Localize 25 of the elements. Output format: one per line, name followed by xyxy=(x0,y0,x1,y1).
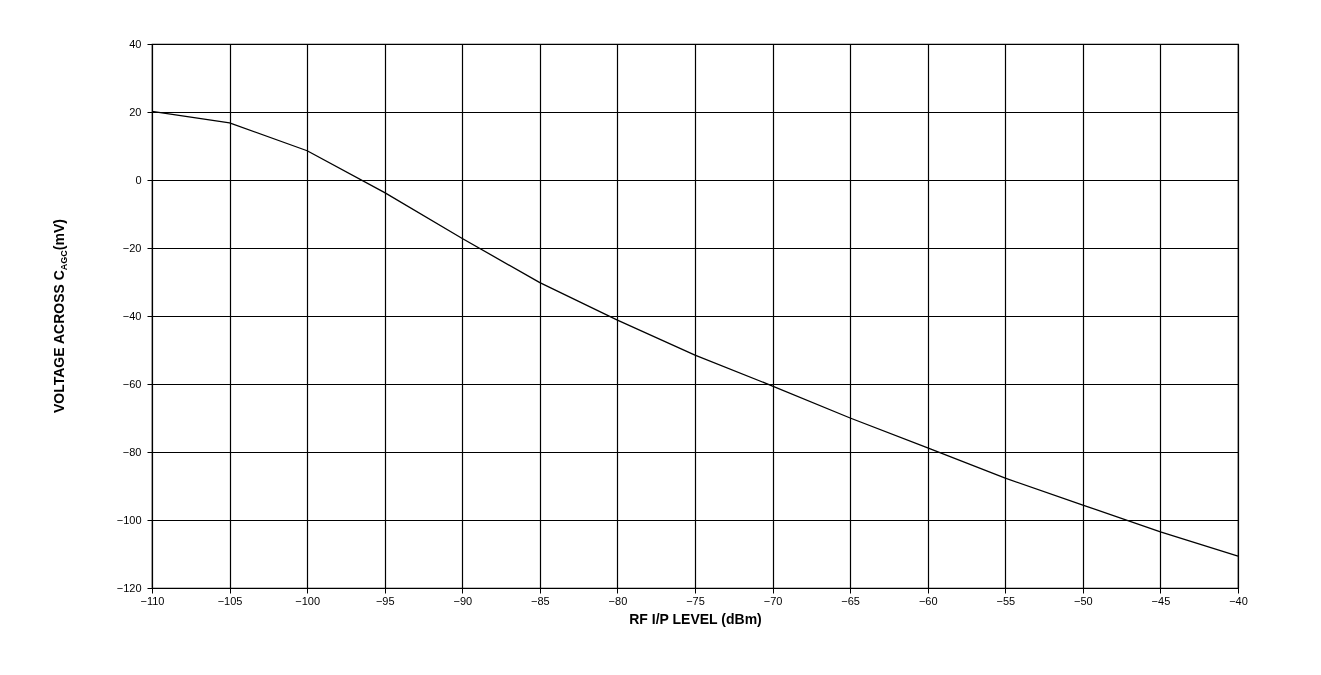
y-tick-label: −100 xyxy=(116,513,142,526)
x-tick-label: −70 xyxy=(763,594,783,607)
x-tick-label: −80 xyxy=(608,594,628,607)
y-tick-label: −80 xyxy=(122,445,142,458)
x-tick-label: −110 xyxy=(140,594,165,607)
y-tick-label: 40 xyxy=(129,37,142,50)
x-tick-label: −95 xyxy=(375,594,395,607)
x-tick-label: −105 xyxy=(217,594,243,607)
y-tick-label: 0 xyxy=(135,173,142,186)
x-tick-label: −40 xyxy=(1229,594,1248,607)
x-tick-label: −65 xyxy=(841,594,860,607)
x-tick-label: −85 xyxy=(531,594,550,607)
x-tick-label: −55 xyxy=(996,594,1016,607)
y-tick-label: 20 xyxy=(129,105,142,118)
x-tick-label: −90 xyxy=(453,594,473,607)
y-tick-label: −60 xyxy=(122,377,142,390)
y-tick-label: −40 xyxy=(122,309,142,322)
x-tick-label: −45 xyxy=(1151,594,1171,607)
y-tick-label: −120 xyxy=(116,581,142,594)
x-axis-title: RF I/P LEVEL (dBm) xyxy=(629,610,762,627)
x-tick-label: −100 xyxy=(295,594,321,607)
x-tick-label: −60 xyxy=(918,594,938,607)
y-tick-label: −20 xyxy=(122,241,142,254)
x-tick-label: −50 xyxy=(1074,594,1093,607)
x-tick-label: −75 xyxy=(686,594,705,607)
